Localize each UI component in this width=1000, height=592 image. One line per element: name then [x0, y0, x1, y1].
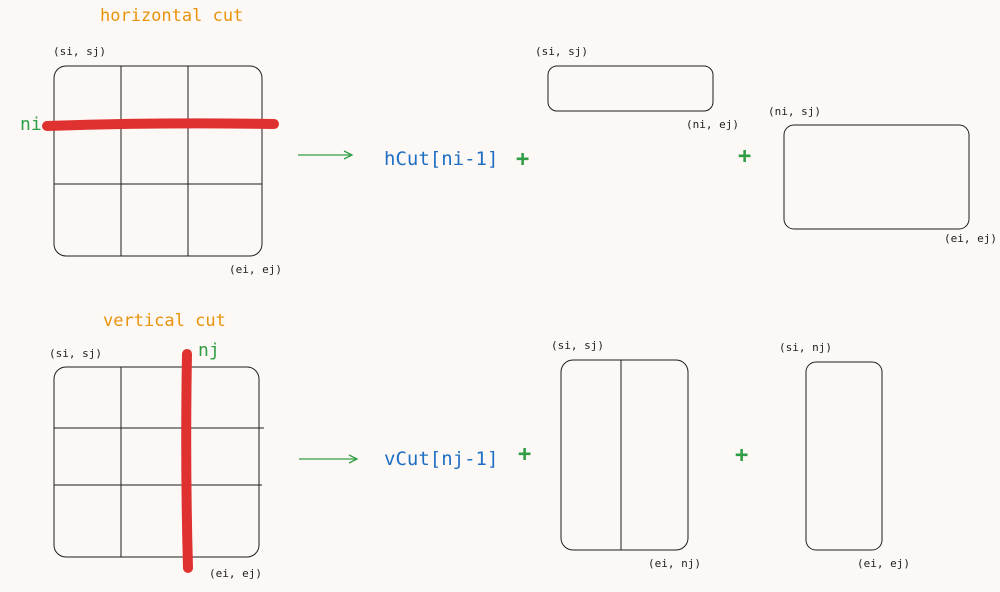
plus-sign: + — [518, 442, 532, 467]
nj-label: nj — [198, 340, 220, 361]
plus-sign: + — [735, 443, 749, 468]
horizontal-arrow — [298, 150, 354, 160]
left-piece — [560, 359, 689, 551]
horizontal-grid-border — [53, 65, 263, 257]
grid-start-label: (si, sj) — [53, 45, 106, 58]
vertical-arrow — [299, 454, 359, 464]
grid-end-label: (ei, ej) — [209, 567, 262, 580]
left-piece-rect — [560, 359, 689, 551]
bottom-piece-start-label: (ni, sj) — [768, 105, 821, 118]
horizontal-cut-title: horizontal cut — [100, 6, 244, 26]
horizontal-grid — [53, 65, 263, 257]
top-piece-end-label: (ni, ej) — [686, 118, 739, 131]
vcut-formula: vCut[nj-1] — [384, 448, 499, 470]
right-piece-end-label: (ei, ej) — [857, 557, 910, 570]
top-piece-rect — [547, 65, 714, 112]
top-piece-start-label: (si, sj) — [535, 45, 588, 58]
grid-start-label: (si, sj) — [49, 347, 102, 360]
vertical-cut-title: vertical cut — [103, 311, 226, 331]
left-piece-start-label: (si, sj) — [551, 339, 604, 352]
ni-label: ni — [20, 114, 42, 135]
bottom-piece-end-label: (ei, ej) — [944, 232, 997, 245]
vertical-grid — [53, 366, 264, 558]
vertical-grid-border — [53, 366, 260, 558]
bottom-piece-rect — [783, 124, 970, 230]
left-piece-end-label: (ei, nj) — [648, 557, 701, 570]
vertical-cut-line — [181, 349, 193, 573]
right-piece-start-label: (si, nj) — [779, 341, 832, 354]
hcut-formula: hCut[ni-1] — [384, 148, 499, 170]
plus-sign: + — [738, 144, 752, 169]
horizontal-cut-line — [42, 118, 279, 131]
grid-end-label: (ei, ej) — [229, 263, 282, 276]
right-piece-rect — [805, 361, 883, 551]
plus-sign: + — [516, 147, 530, 172]
